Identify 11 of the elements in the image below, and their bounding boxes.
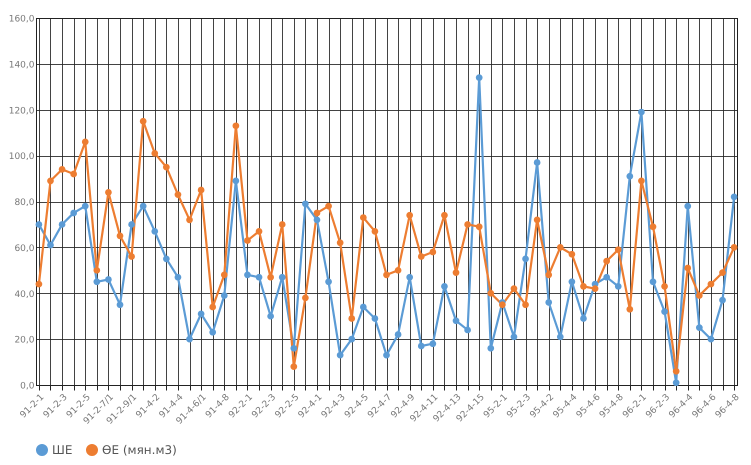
y-tick-label: 100,0	[8, 152, 35, 162]
y-tick-label: 120,0	[8, 106, 35, 116]
y-tick-label: 60,0	[14, 244, 35, 254]
y-tick-label: 40,0	[14, 290, 35, 300]
y-tick-label: 160,0	[8, 14, 35, 24]
legend-label: ШЕ	[52, 443, 72, 457]
y-tick-label: 20,0	[14, 336, 35, 346]
y-tick-label: 0,0	[20, 382, 35, 392]
y-tick-label: 80,0	[14, 198, 35, 208]
y-tick-label: 140,0	[8, 60, 35, 70]
legend-label: ӨЕ (мян.м3)	[102, 443, 177, 457]
